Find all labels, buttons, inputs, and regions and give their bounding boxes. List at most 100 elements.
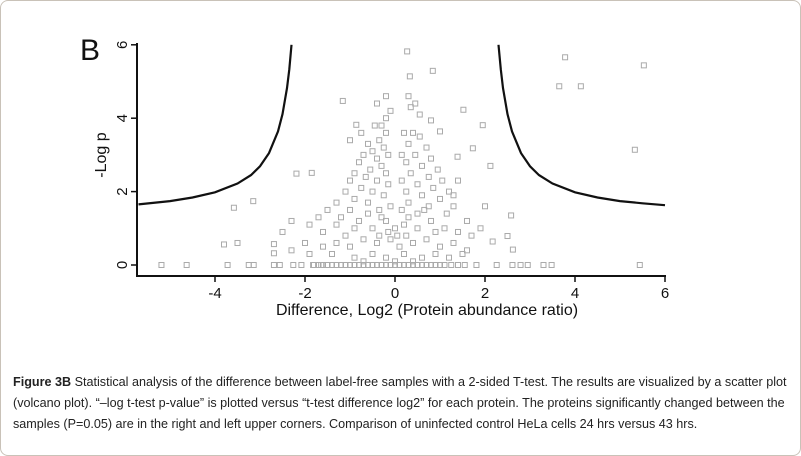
data-point <box>437 195 443 202</box>
data-point <box>288 247 295 254</box>
data-point <box>403 188 410 195</box>
data-point <box>356 159 362 166</box>
data-point <box>448 262 455 268</box>
data-point <box>412 100 419 107</box>
threshold-curve-right <box>497 44 666 207</box>
data-point <box>556 83 563 90</box>
data-point <box>378 214 385 221</box>
data-point <box>270 250 277 257</box>
data-point <box>548 262 555 268</box>
data-point <box>423 236 430 243</box>
data-point <box>407 170 414 177</box>
data-point <box>342 232 349 239</box>
data-point <box>468 232 475 239</box>
data-point <box>383 217 389 224</box>
y-axis-label: -Log p <box>93 132 110 177</box>
data-point <box>347 206 353 213</box>
data-point <box>250 198 257 205</box>
data-point <box>428 217 434 224</box>
data-point <box>403 232 410 239</box>
data-point <box>425 203 432 210</box>
x-axis-label: Difference, Log2 (Protein abundance rati… <box>276 302 578 319</box>
data-point <box>362 173 369 180</box>
data-point <box>405 93 412 100</box>
data-point <box>434 166 441 173</box>
data-point <box>369 225 376 232</box>
figure-caption: Figure 3B Statistical analysis of the di… <box>13 372 793 435</box>
data-point <box>378 162 385 169</box>
data-point <box>446 254 452 261</box>
data-point <box>460 106 467 113</box>
data-point <box>367 166 374 173</box>
data-point <box>398 177 405 184</box>
data-point <box>383 170 389 177</box>
data-point <box>406 73 413 80</box>
data-point <box>385 228 392 235</box>
data-point <box>320 228 326 235</box>
data-point <box>425 173 432 180</box>
x-tick-label: 0 <box>391 285 399 302</box>
data-point <box>351 195 358 202</box>
data-point <box>387 236 394 243</box>
data-point <box>429 67 436 74</box>
x-tick-label: 4 <box>571 285 579 302</box>
data-point <box>365 199 371 206</box>
data-point <box>577 83 584 90</box>
data-point <box>288 217 295 224</box>
data-point <box>419 254 425 261</box>
data-point <box>270 241 277 248</box>
data-point <box>245 262 252 268</box>
data-point <box>383 115 389 122</box>
data-point <box>365 210 371 217</box>
data-point <box>358 184 365 191</box>
data-point <box>437 128 443 135</box>
data-point <box>405 140 412 147</box>
data-point <box>221 241 227 248</box>
data-point <box>461 262 468 268</box>
data-point <box>421 206 428 213</box>
data-point <box>365 140 371 147</box>
data-point <box>394 232 401 239</box>
data-point <box>454 153 461 160</box>
data-point <box>410 129 416 136</box>
data-point <box>459 250 466 257</box>
data-point <box>455 228 461 235</box>
caption-label: Figure 3B <box>13 375 72 389</box>
data-point <box>407 104 414 111</box>
data-point <box>338 214 344 221</box>
data-point <box>224 262 231 268</box>
data-point <box>509 246 516 253</box>
data-point <box>414 181 421 188</box>
data-point <box>351 254 358 261</box>
data-point <box>353 121 360 128</box>
data-point <box>398 151 405 158</box>
data-point <box>360 151 367 158</box>
data-point <box>401 221 407 228</box>
data-point <box>306 250 313 257</box>
data-point <box>489 238 496 245</box>
data-point <box>540 262 547 268</box>
data-point <box>308 169 315 176</box>
data-point <box>441 225 448 232</box>
data-point <box>473 262 480 268</box>
data-point <box>410 239 416 246</box>
data-point <box>428 155 434 162</box>
data-point <box>380 192 387 199</box>
data-point <box>376 137 383 144</box>
data-point <box>432 250 439 257</box>
data-point <box>290 262 297 268</box>
data-point <box>410 258 416 265</box>
data-point <box>333 239 340 246</box>
data-point <box>509 262 516 268</box>
data-point <box>342 188 349 195</box>
data-point <box>404 48 411 55</box>
data-point <box>306 221 313 228</box>
y-tick-label: 6 <box>114 41 131 49</box>
data-point <box>298 262 305 268</box>
data-point <box>504 233 511 240</box>
data-point <box>416 133 423 140</box>
data-point <box>401 129 407 136</box>
data-point <box>380 144 387 151</box>
data-point <box>324 206 331 213</box>
data-point <box>414 210 421 217</box>
